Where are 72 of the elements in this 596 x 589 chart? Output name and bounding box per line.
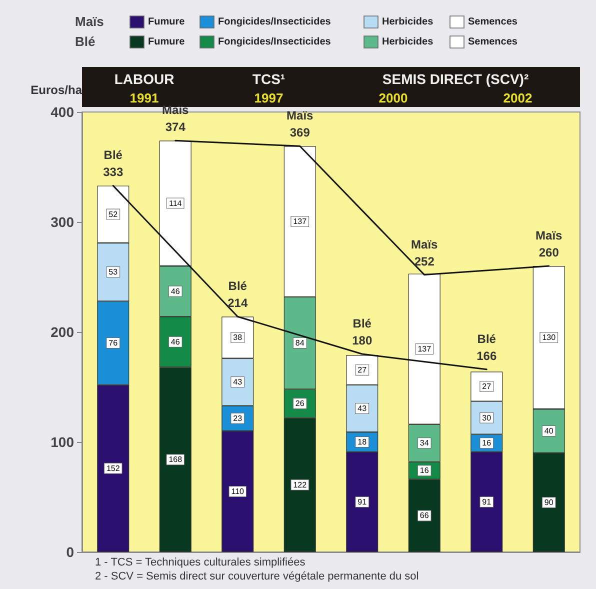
data-label: 374 <box>165 120 186 134</box>
legend-label: Fumure <box>148 16 186 28</box>
text: 1 - TCS = Techniques culturales simplifiées <box>95 556 306 568</box>
text: LABOUR <box>114 71 174 87</box>
y-tick-label: 200 <box>50 324 74 340</box>
text: 1997 <box>254 90 284 106</box>
data-label: 130 <box>542 333 556 342</box>
series-label: Blé <box>228 279 248 294</box>
legend-label: Semences <box>468 36 518 48</box>
text: Blé <box>352 316 372 330</box>
data-label: 66 <box>420 511 430 520</box>
data-label: 214 <box>228 296 248 310</box>
data-label: 91 <box>482 497 492 506</box>
legend-label: Herbicides <box>382 16 434 28</box>
text: Blé <box>75 34 96 49</box>
data-label: 91 <box>358 497 368 506</box>
data-label: 122 <box>293 480 308 490</box>
data-label: 46 <box>170 286 180 296</box>
text: Maïs <box>286 108 314 123</box>
data-label: 76 <box>108 338 118 348</box>
legend-label: Fongicides/Insecticides <box>218 16 332 28</box>
text: 2 - SCV = Semis direct sur couverture végétale permanente du sol <box>95 570 419 582</box>
legend-label: Herbicides <box>382 36 434 48</box>
data-label: 38 <box>233 333 243 342</box>
text: TCS¹ <box>252 71 286 87</box>
data-label: 114 <box>168 198 182 208</box>
legend-label: Fongicides/Insecticides <box>218 36 332 48</box>
data-label: 43 <box>358 404 368 413</box>
data-label: 252 <box>414 254 435 268</box>
data-label: 46 <box>170 337 180 346</box>
data-label: 152 <box>106 464 120 473</box>
data-label: 27 <box>358 365 368 374</box>
data-label: 26 <box>295 399 305 408</box>
text: Blé <box>477 332 496 346</box>
data-label: 23 <box>233 414 243 423</box>
data-label: 333 <box>103 165 124 180</box>
y-tick-label: 0 <box>66 544 74 560</box>
data-label: 110 <box>231 487 245 496</box>
text: 2000 <box>378 90 408 106</box>
data-label: 52 <box>108 210 118 219</box>
legend-label: Semences <box>468 16 518 28</box>
data-label: 260 <box>538 246 560 260</box>
text: 1991 <box>130 90 159 106</box>
data-label: 18 <box>358 438 368 446</box>
data-label: 90 <box>544 498 554 507</box>
y-tick-label: 400 <box>50 104 74 120</box>
data-label: 137 <box>418 344 432 354</box>
annotation: Blé <box>104 148 123 162</box>
text: Maïs <box>536 228 562 242</box>
data-label: 30 <box>482 413 492 422</box>
annotation: Maïs <box>162 103 190 118</box>
text: 2002 <box>503 90 532 106</box>
data-label: 180 <box>352 334 372 348</box>
data-label: 16 <box>482 438 492 448</box>
data-label: 40 <box>544 426 554 436</box>
data-label: 53 <box>108 268 118 277</box>
data-label: 168 <box>168 455 183 464</box>
data-label: 27 <box>482 382 492 391</box>
text: Maïs <box>75 14 104 29</box>
legend-label: Fumure <box>148 36 186 48</box>
data-label: 369 <box>290 126 310 140</box>
data-label: 166 <box>476 348 497 363</box>
y-axis-title: Euros/ha <box>30 83 82 97</box>
data-label: 34 <box>420 438 430 448</box>
series-label: Maïs <box>411 237 438 252</box>
data-label: 16 <box>420 466 430 476</box>
y-tick-label: 100 <box>50 434 74 450</box>
data-label: 84 <box>295 338 305 348</box>
data-label: 137 <box>293 216 308 226</box>
y-tick-label: 300 <box>50 214 74 230</box>
data-label: 43 <box>233 378 243 387</box>
text: SEMIS DIRECT (SCV)² <box>382 71 529 87</box>
